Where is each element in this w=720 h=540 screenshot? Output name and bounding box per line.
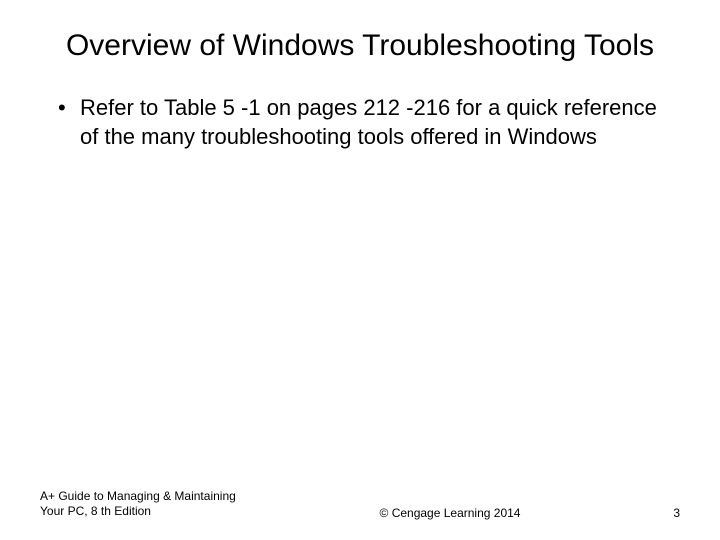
footer-left-text: A+ Guide to Managing & Maintaining Your … — [40, 489, 260, 520]
bullet-item: Refer to Table 5 -1 on pages 212 -216 fo… — [58, 94, 680, 151]
bullet-list: Refer to Table 5 -1 on pages 212 -216 fo… — [40, 94, 680, 151]
slide-title: Overview of Windows Troubleshooting Tool… — [40, 28, 680, 64]
footer-copyright: © Cengage Learning 2014 — [260, 506, 640, 520]
footer-page-number: 3 — [640, 506, 680, 520]
slide-footer: A+ Guide to Managing & Maintaining Your … — [40, 489, 680, 520]
